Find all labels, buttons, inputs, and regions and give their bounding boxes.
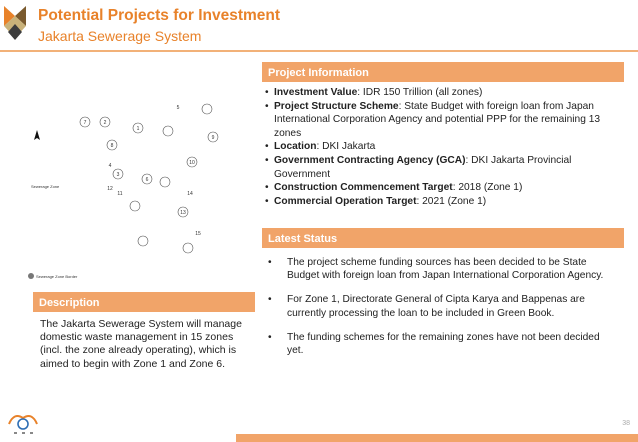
zone-marker: 9 — [207, 131, 219, 143]
info-value: : 2018 (Zone 1) — [452, 182, 523, 194]
map-area-label: Sewerage Zone — [31, 184, 60, 189]
project-info-list: Investment Value: IDR 150 Trillion (all … — [265, 86, 623, 208]
zone-marker: 10 — [186, 156, 198, 168]
zone-marker — [159, 176, 171, 188]
list-item: The project scheme funding sources has b… — [268, 256, 618, 282]
header-divider — [0, 50, 638, 52]
zone-label: 13 — [180, 210, 186, 216]
logo-icon — [2, 2, 28, 42]
zone-marker: 6 — [141, 173, 153, 185]
zone-marker — [201, 103, 213, 115]
zone-map: 1 2 3 4 5 6 7 8 9 10 11 12 13 14 15 Sewe — [28, 103, 219, 279]
zone-label: 14 — [187, 191, 193, 197]
zone-marker — [162, 125, 174, 137]
info-label: Investment Value — [274, 87, 358, 98]
zone-marker — [182, 242, 194, 254]
footer-logo-icon — [8, 415, 38, 434]
info-value: : 2021 (Zone 1) — [416, 195, 487, 207]
list-item: Construction Commencement Target: 2018 (… — [265, 181, 623, 195]
map-legend-label: Sewerage Zone Border — [36, 274, 78, 279]
page-title: Potential Projects for Investment — [38, 7, 281, 24]
footer-bar — [236, 434, 638, 442]
latest-status-heading: Latest Status — [262, 228, 624, 248]
zone-marker — [129, 200, 141, 212]
description-heading: Description — [33, 292, 255, 312]
list-item: For Zone 1, Directorate General of Cipta… — [268, 293, 618, 319]
info-label: Project Structure Scheme — [274, 100, 399, 112]
list-item: Project Structure Scheme: State Budget w… — [265, 100, 623, 141]
zone-label: 1 — [137, 126, 140, 132]
latest-status-list: The project scheme funding sources has b… — [268, 256, 618, 368]
list-item: Commercial Operation Target: 2021 (Zone … — [265, 195, 623, 209]
page-number: 38 — [622, 420, 630, 427]
info-value: : DKI Jakarta — [316, 141, 376, 153]
project-info-heading: Project Information — [262, 62, 624, 82]
zone-label: 11 — [117, 191, 122, 197]
zone-label: 12 — [107, 186, 113, 192]
legend-icon — [28, 273, 34, 279]
zone-label: 2 — [104, 120, 107, 126]
zone-marker — [137, 235, 149, 247]
zone-marker: 7 — [79, 116, 91, 128]
info-value: : State Budget with foreign loan from Ja… — [274, 100, 601, 139]
zone-marker: 3 — [112, 168, 124, 180]
zone-label: 10 — [189, 160, 195, 166]
zone-label: 8 — [111, 143, 114, 149]
info-label: Construction Commencement Target — [274, 182, 453, 194]
description-text: The Jakarta Sewerage System will manage … — [40, 318, 242, 370]
zone-marker: 2 — [99, 116, 111, 128]
zone-label: 5 — [177, 105, 180, 111]
list-item: Investment Value: IDR 150 Trillion (all … — [265, 86, 623, 100]
zone-marker: 1 — [132, 122, 144, 134]
info-label: Government Contracting Agency (GCA) — [274, 154, 466, 166]
info-label: Commercial Operation Target — [274, 195, 417, 207]
info-value: : IDR 150 Trillion (all zones) — [357, 87, 483, 98]
zone-label: 15 — [195, 231, 201, 237]
zone-marker: 8 — [106, 139, 118, 151]
info-label: Location — [274, 141, 317, 153]
zone-marker: 13 — [177, 206, 189, 218]
zone-label: 3 — [117, 172, 120, 178]
page-subtitle: Jakarta Sewerage System — [38, 28, 202, 44]
zone-label: 7 — [84, 120, 87, 126]
north-arrow-icon — [34, 130, 40, 140]
zone-label: 6 — [146, 177, 149, 183]
zone-label: 4 — [109, 163, 112, 169]
info-value: : DKI Jakarta Provincial Government — [274, 154, 572, 180]
list-item: The funding schemes for the remaining zo… — [268, 331, 618, 357]
zone-label: 9 — [212, 135, 215, 141]
list-item: Government Contracting Agency (GCA): DKI… — [265, 154, 623, 181]
list-item: Location: DKI Jakarta — [265, 140, 623, 154]
